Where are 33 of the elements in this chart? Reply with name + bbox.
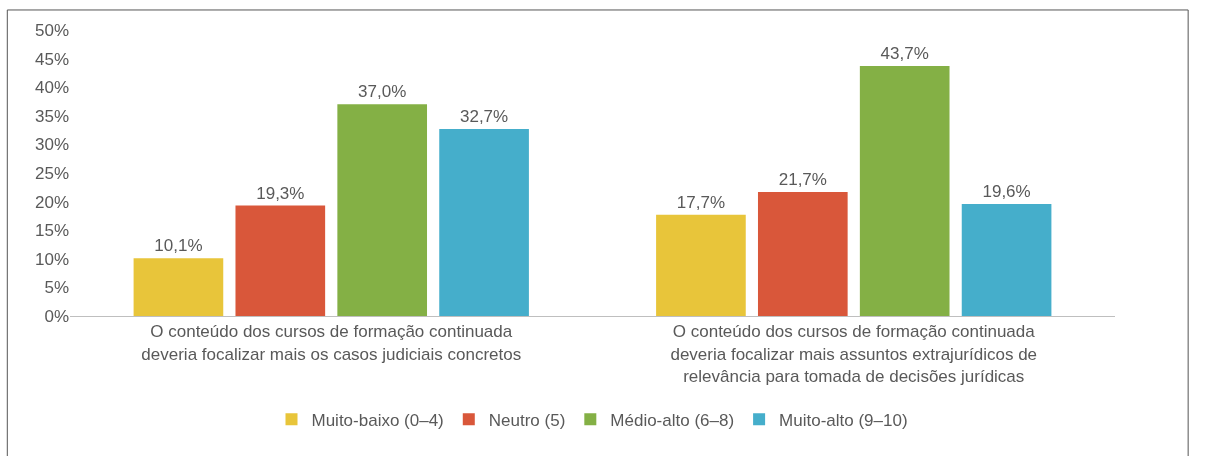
data-label: 19,3% xyxy=(256,183,305,203)
y-tick-label: 25% xyxy=(34,163,69,183)
bar xyxy=(859,66,950,316)
y-tick-label: 20% xyxy=(34,192,69,212)
y-tick-label: 5% xyxy=(44,278,69,298)
data-label: 17,7% xyxy=(676,192,726,212)
y-tick-label: 45% xyxy=(34,49,69,69)
y-tick-label: 50% xyxy=(34,20,69,40)
legend-label: Muito-baixo (0–4) xyxy=(311,410,444,430)
bar xyxy=(757,191,848,316)
x-tick-label: O conteúdo dos cursos de formação continuada deveria focalizar mais assuntos extrajurídicos de relevância para tomada de decisões jurídicas xyxy=(670,322,1038,386)
y-tick-label: 10% xyxy=(34,249,69,269)
y-tick-label: 0% xyxy=(44,306,69,326)
bar xyxy=(337,104,428,316)
data-label: 21,7% xyxy=(778,169,827,189)
y-tick-label: 40% xyxy=(34,78,69,98)
data-label: 10,1% xyxy=(154,236,203,256)
bar xyxy=(439,128,529,316)
legend-label: Neutro (5) xyxy=(488,410,566,430)
data-label: 19,6% xyxy=(982,181,1031,201)
data-label: 43,7% xyxy=(880,44,929,64)
legend-label: Médio-alto (6–8) xyxy=(610,410,735,430)
data-label: 37,0% xyxy=(358,82,407,102)
y-tick-label: 35% xyxy=(34,106,69,126)
bar xyxy=(235,205,326,316)
legend-label: Muito-alto (9–10) xyxy=(779,410,908,430)
data-label: 32,7% xyxy=(459,106,509,126)
y-tick-label: 30% xyxy=(34,135,69,155)
bar xyxy=(961,203,1052,316)
x-tick-label: O conteúdo dos cursos de formação continuada deveria focalizar mais os casos judiciais concretos xyxy=(141,322,522,364)
y-tick-label: 15% xyxy=(34,221,69,241)
bar xyxy=(656,214,746,316)
bar xyxy=(133,258,224,316)
